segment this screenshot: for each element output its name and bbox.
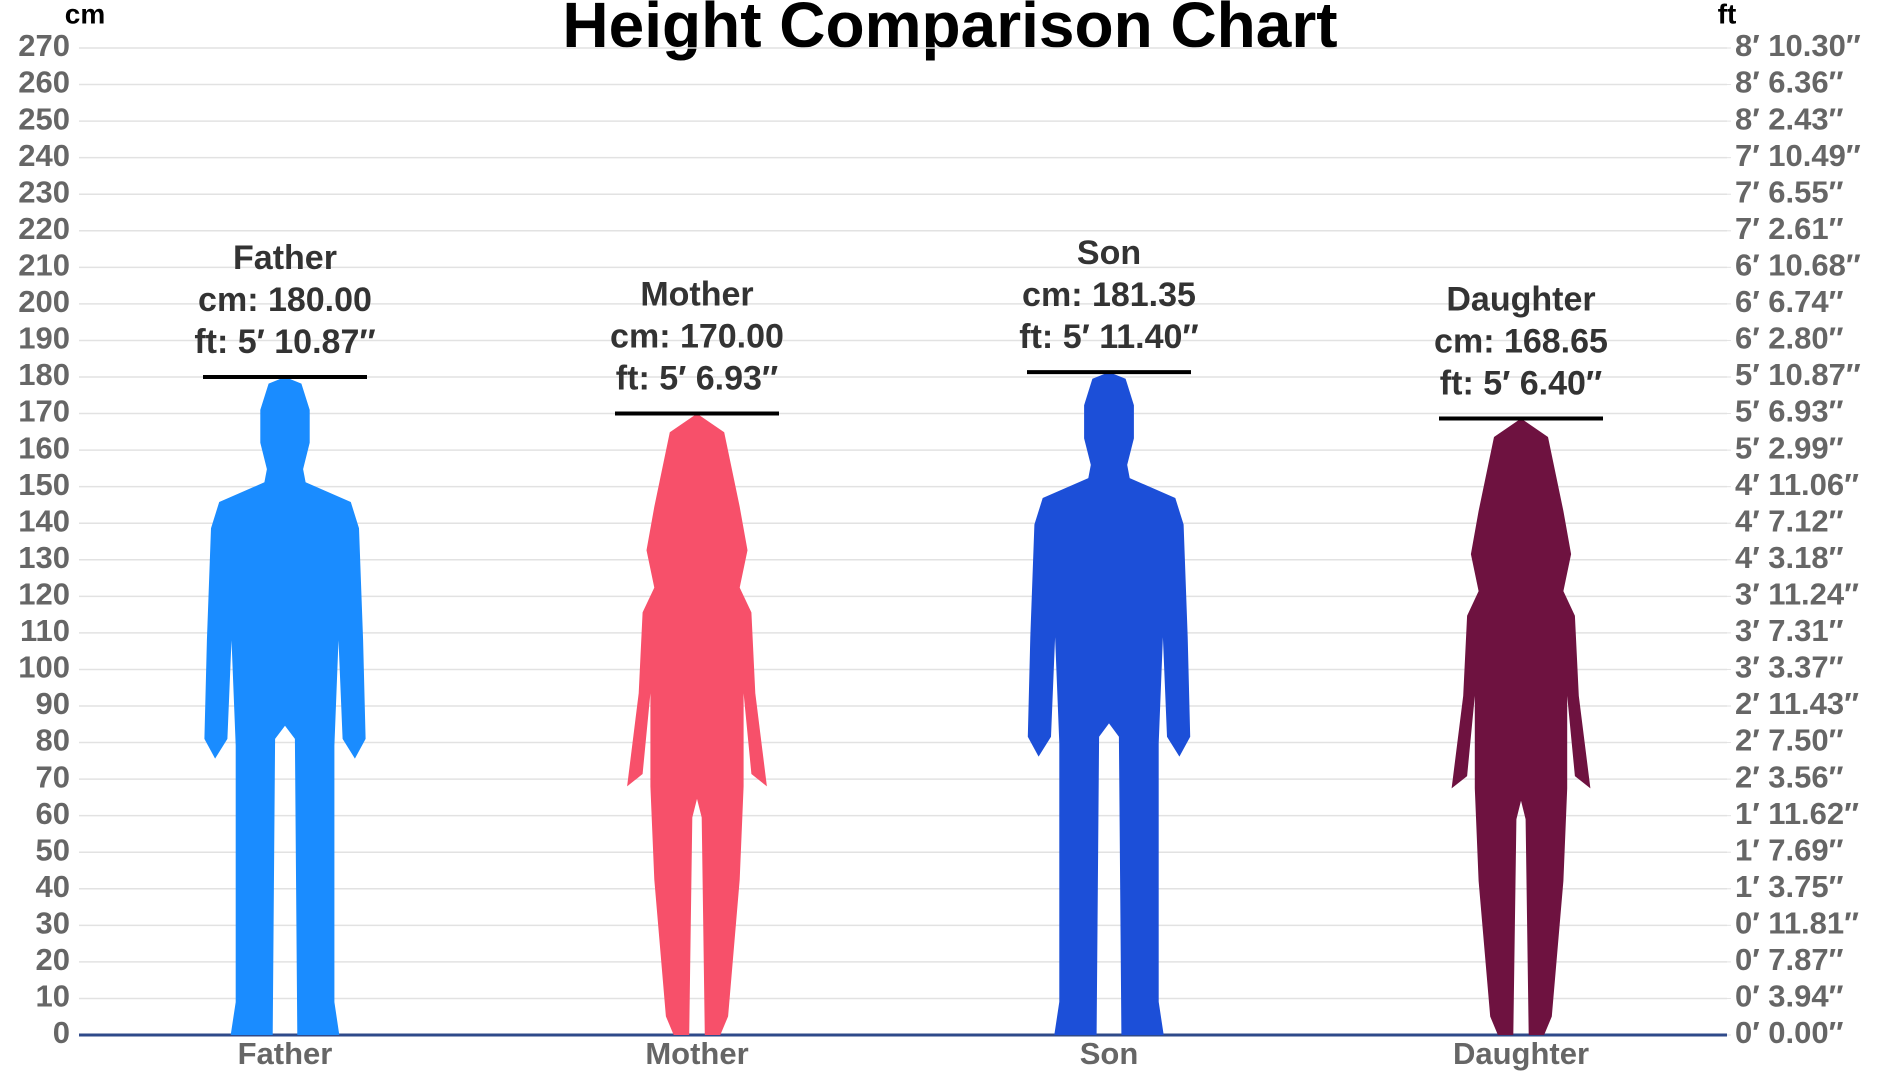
cm-label: cm: 181.35 (1022, 276, 1196, 314)
cm-label: cm: 170.00 (610, 318, 784, 356)
y2-axis-unit: ft (1718, 0, 1737, 29)
figure-name: Daughter (1446, 280, 1595, 318)
y2-tick-label: 3′ 3.37″ (1735, 650, 1844, 685)
y-tick-label: 70 (36, 759, 70, 794)
y2-tick-label: 0′ 7.87″ (1735, 942, 1844, 977)
y-tick-label: 50 (36, 832, 70, 867)
y-tick-label: 60 (36, 796, 70, 831)
y2-tick-label: 8′ 6.36″ (1735, 65, 1844, 100)
y-tick-label: 100 (18, 650, 70, 685)
y2-tick-label: 3′ 7.31″ (1735, 613, 1844, 648)
y2-tick-label: 0′ 11.81″ (1735, 906, 1859, 941)
person-figure (1027, 372, 1191, 1036)
y-tick-label: 130 (18, 540, 70, 575)
x-tick-label: Father (238, 1036, 333, 1071)
y2-tick-label: 7′ 10.49″ (1735, 138, 1861, 173)
y-tick-label: 250 (18, 101, 70, 136)
y2-tick-label: 6′ 6.74″ (1735, 284, 1844, 319)
y2-tick-label: 4′ 7.12″ (1735, 503, 1844, 538)
y2-tick-label: 7′ 6.55″ (1735, 174, 1844, 209)
y-tick-label: 150 (18, 467, 70, 502)
y-tick-label: 20 (36, 942, 70, 977)
y2-tick-label: 2′ 11.43″ (1735, 686, 1859, 721)
y-tick-label: 30 (36, 906, 70, 941)
y2-tick-label: 8′ 2.43″ (1735, 101, 1844, 136)
y-tick-label: 240 (18, 138, 70, 173)
y-tick-label: 140 (18, 503, 70, 538)
y2-tick-label: 5′ 6.93″ (1735, 394, 1844, 429)
y2-tick-label: 2′ 3.56″ (1735, 759, 1844, 794)
y-tick-label: 10 (36, 979, 70, 1014)
y-tick-label: 260 (18, 65, 70, 100)
chart-title: Height Comparison Chart (562, 0, 1337, 61)
y2-tick-label: 1′ 7.69″ (1735, 832, 1844, 867)
y-tick-label: 0 (53, 1015, 70, 1050)
figure-name: Father (233, 239, 337, 277)
y-tick-label: 190 (18, 321, 70, 356)
y-tick-label: 180 (18, 357, 70, 392)
y2-tick-label: 7′ 2.61″ (1735, 211, 1844, 246)
cm-label: cm: 180.00 (198, 281, 372, 319)
y2-tick-label: 4′ 3.18″ (1735, 540, 1844, 575)
cm-label: cm: 168.65 (1434, 322, 1608, 360)
y2-tick-label: 3′ 11.24″ (1735, 577, 1859, 612)
ft-label: ft: 5′ 11.40″ (1019, 318, 1198, 356)
y2-tick-label: 6′ 10.68″ (1735, 248, 1861, 283)
y-axis-unit: cm (65, 0, 105, 29)
y-tick-label: 120 (18, 577, 70, 612)
x-tick-label: Son (1080, 1036, 1139, 1071)
ft-label: ft: 5′ 10.87″ (194, 323, 375, 361)
y-tick-label: 230 (18, 174, 70, 209)
y-tick-label: 220 (18, 211, 70, 246)
figure-name: Mother (640, 276, 753, 314)
y-tick-label: 210 (18, 248, 70, 283)
y-tick-label: 270 (18, 28, 70, 63)
x-tick-label: Mother (645, 1036, 748, 1071)
y2-tick-label: 5′ 10.87″ (1735, 357, 1861, 392)
y-tick-label: 90 (36, 686, 70, 721)
y2-tick-label: 6′ 2.80″ (1735, 321, 1844, 356)
y-tick-label: 170 (18, 394, 70, 429)
y2-tick-label: 0′ 3.94″ (1735, 979, 1844, 1014)
person-figure (1451, 418, 1591, 1035)
y-tick-label: 200 (18, 284, 70, 319)
figure-name: Son (1077, 234, 1141, 272)
ft-label: ft: 5′ 6.40″ (1440, 364, 1602, 402)
y2-tick-label: 1′ 3.75″ (1735, 869, 1844, 904)
person-figure (204, 377, 366, 1035)
y2-tick-label: 2′ 7.50″ (1735, 723, 1844, 758)
y2-tick-label: 0′ 0.00″ (1735, 1015, 1844, 1050)
y-tick-label: 40 (36, 869, 70, 904)
y2-tick-label: 4′ 11.06″ (1735, 467, 1859, 502)
y-tick-label: 110 (20, 613, 70, 648)
x-tick-label: Daughter (1453, 1036, 1589, 1071)
y-tick-label: 80 (36, 723, 70, 758)
y2-tick-label: 8′ 10.30″ (1735, 28, 1861, 63)
y-tick-label: 160 (18, 430, 70, 465)
ft-label: ft: 5′ 6.93″ (616, 360, 778, 398)
y2-tick-label: 5′ 2.99″ (1735, 430, 1844, 465)
person-figure (627, 413, 767, 1036)
y2-tick-label: 1′ 11.62″ (1735, 796, 1859, 831)
